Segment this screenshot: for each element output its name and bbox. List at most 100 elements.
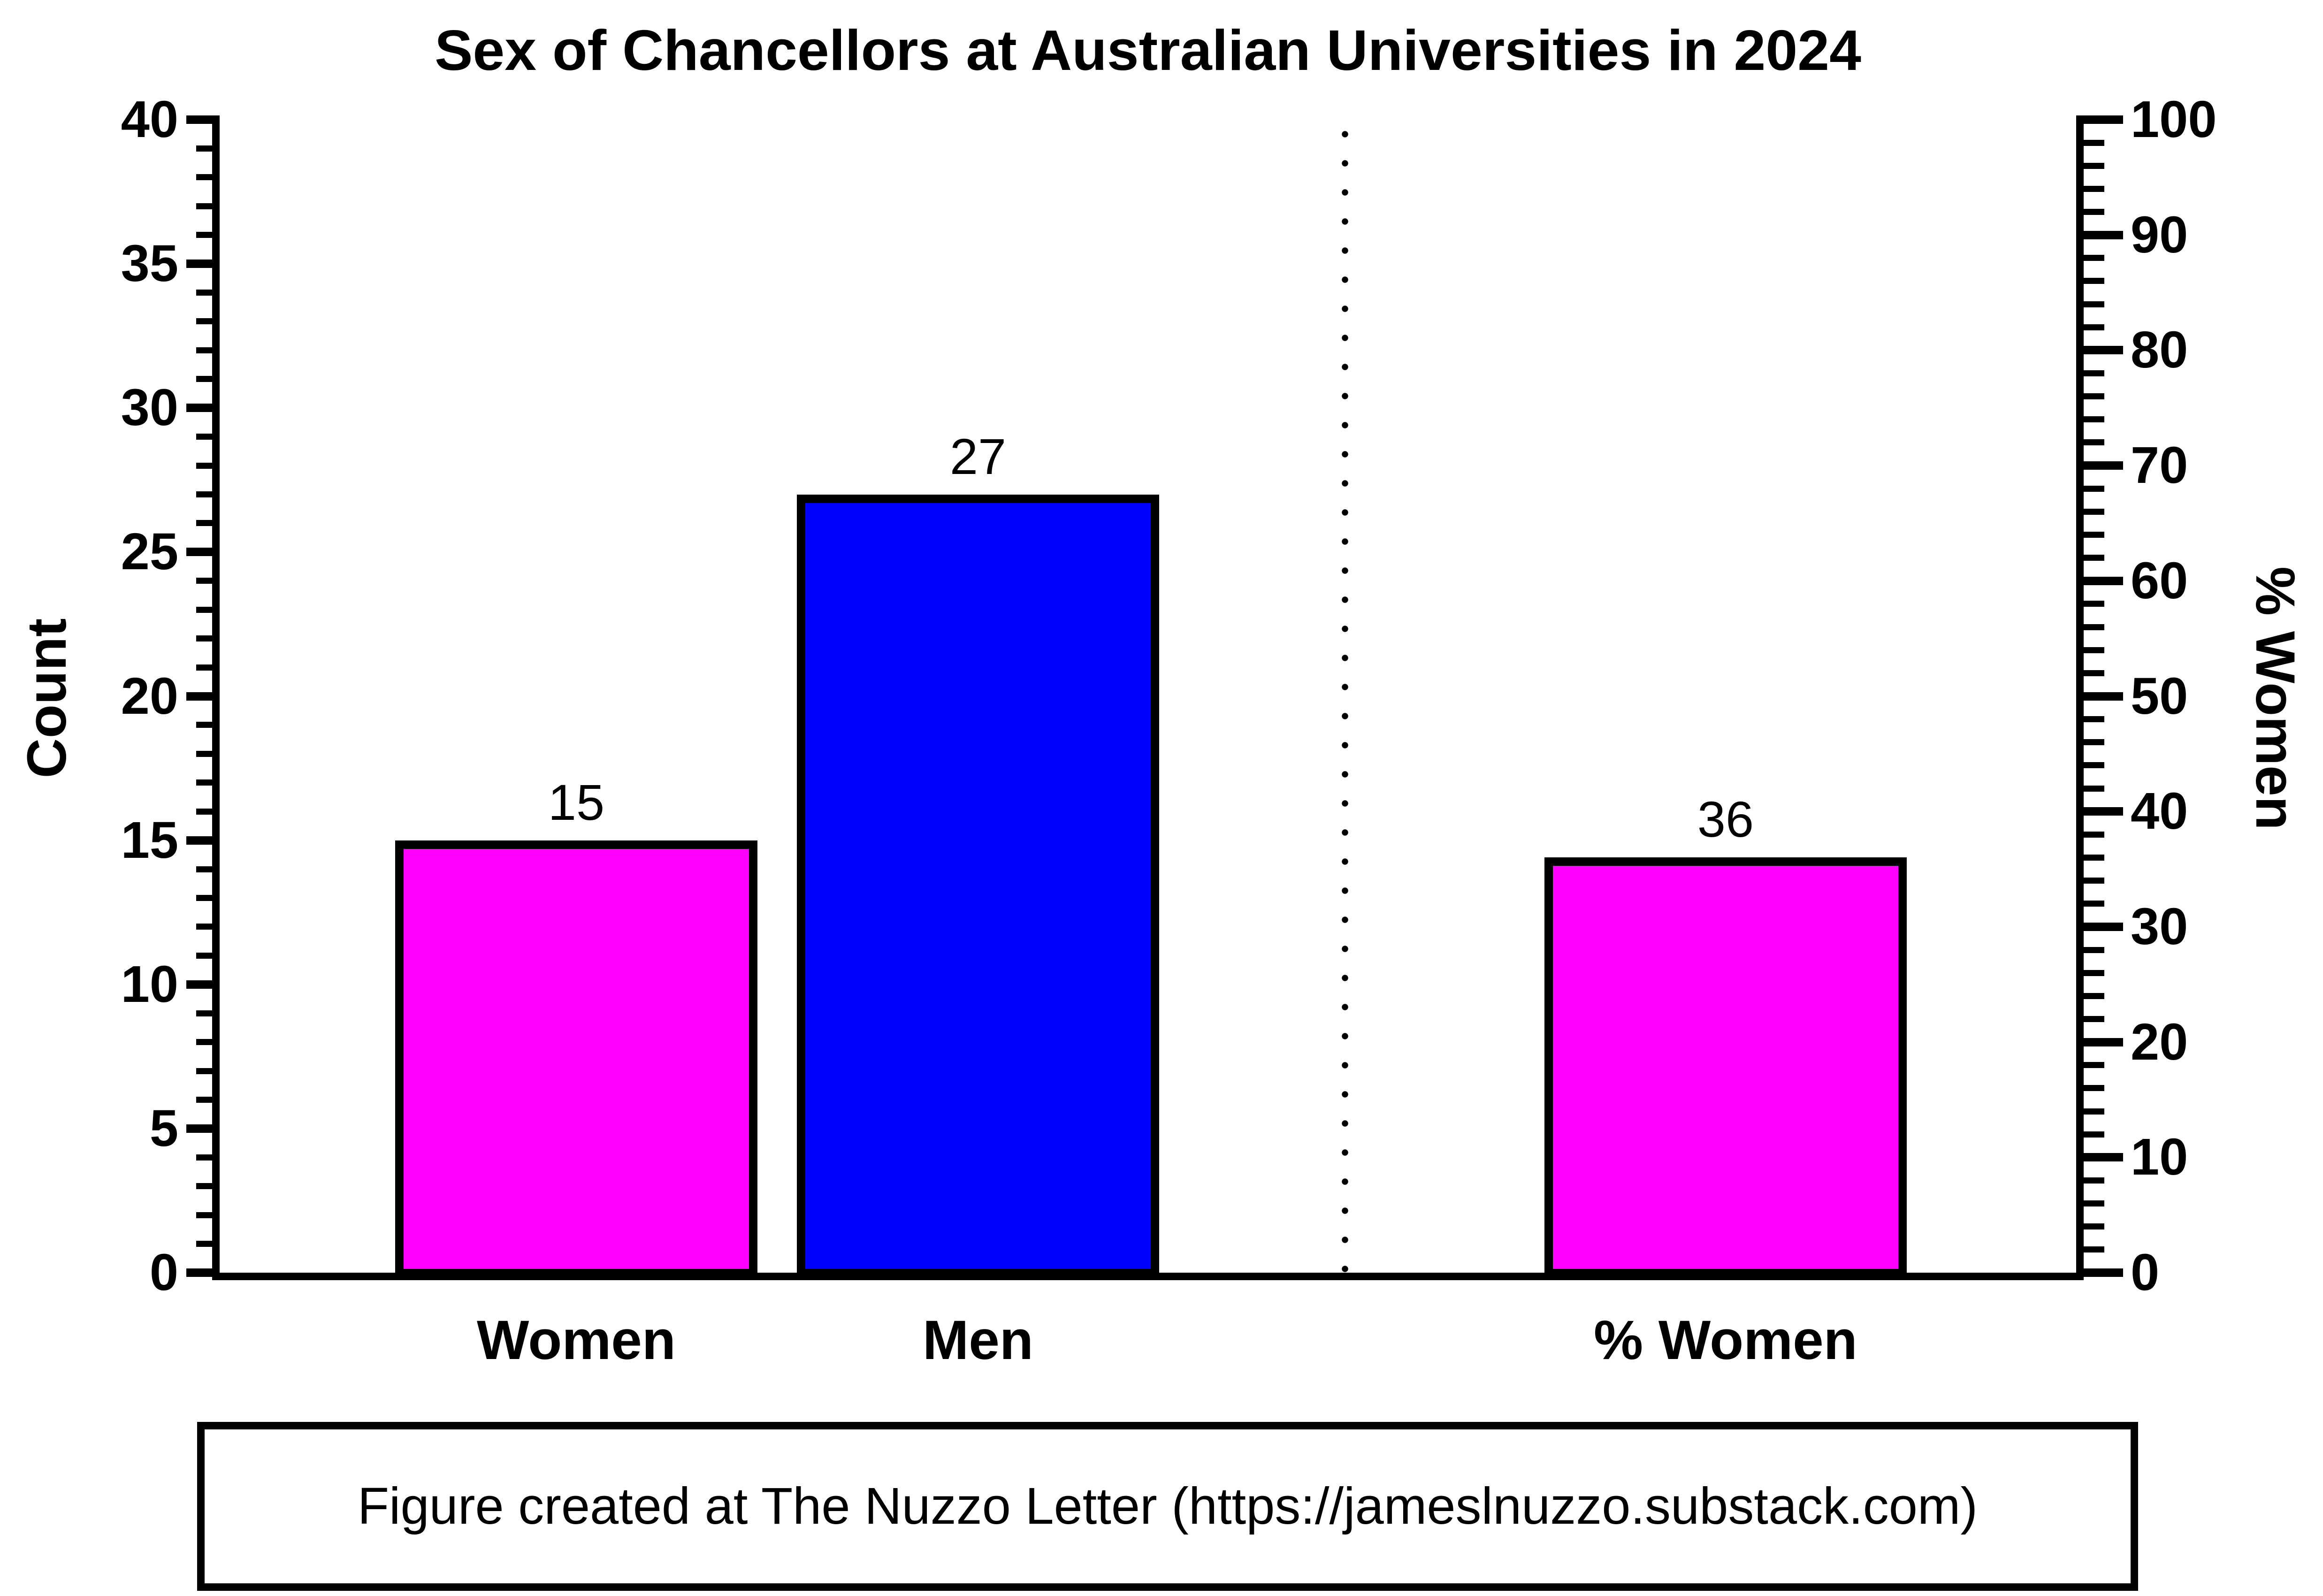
right-axis-tick-label: 80 (2131, 321, 2188, 379)
right-axis-minor-tick (2084, 439, 2104, 446)
right-axis-minor-tick (2084, 854, 2104, 861)
right-axis-minor-tick (2084, 370, 2104, 377)
right-axis-minor-tick (2084, 278, 2104, 284)
right-axis-tick-label: 10 (2131, 1128, 2188, 1186)
right-axis-minor-tick (2084, 301, 2104, 307)
right-axis-minor-tick (2084, 1246, 2104, 1253)
right-axis-major-tick (2084, 1038, 2123, 1046)
right-axis-minor-tick (2084, 901, 2104, 907)
left-axis-major-tick (186, 1124, 212, 1133)
right-axis-minor-tick (2084, 508, 2104, 515)
left-axis-minor-tick (196, 635, 212, 642)
left-axis-minor-tick (196, 203, 212, 209)
left-axis-major-tick (186, 404, 212, 412)
left-axis-minor-tick (196, 174, 212, 181)
left-axis-minor-tick (196, 606, 212, 613)
right-axis-tick-label: 40 (2131, 782, 2188, 840)
left-axis-tick-label: 20 (121, 667, 178, 725)
right-axis-major-tick (2084, 1153, 2123, 1162)
right-axis-minor-tick (2084, 393, 2104, 400)
left-axis-minor-tick (196, 347, 212, 353)
separator-dotted-line (1342, 120, 1348, 1273)
left-axis-minor-tick (196, 1010, 212, 1016)
left-axis-major-tick (186, 836, 212, 845)
left-axis-minor-tick (196, 491, 212, 498)
left-axis-major-tick (186, 260, 212, 268)
right-axis-minor-tick (2084, 993, 2104, 999)
right-axis-minor-tick (2084, 1085, 2104, 1092)
right-axis-minor-tick (2084, 532, 2104, 538)
right-axis-tick-label: 50 (2131, 667, 2188, 725)
left-axis-minor-tick (196, 145, 212, 152)
left-axis-minor-tick (196, 808, 212, 815)
right-axis-minor-tick (2084, 162, 2104, 169)
right-axis-major-tick (2084, 692, 2123, 701)
left-axis-major-tick (186, 1268, 212, 1277)
right-axis-major-tick (2084, 1268, 2123, 1277)
right-axis-tick-label: 60 (2131, 551, 2188, 610)
right-axis-minor-tick (2084, 1223, 2104, 1230)
right-axis-minor-tick (2084, 485, 2104, 492)
right-axis-minor-tick (2084, 555, 2104, 561)
left-axis-minor-tick (196, 462, 212, 469)
left-axis-tick-label: 25 (121, 523, 178, 581)
left-axis-tick-label: 15 (121, 811, 178, 869)
right-axis-minor-tick (2084, 255, 2104, 261)
right-axis-minor-tick (2084, 831, 2104, 838)
right-axis-minor-tick (2084, 762, 2104, 769)
right-axis-minor-tick (2084, 416, 2104, 423)
left-axis-minor-tick (196, 1154, 212, 1161)
left-axis-spine (212, 115, 220, 1280)
right-axis-tick-label: 100 (2131, 91, 2217, 148)
right-axis-minor-tick (2084, 185, 2104, 192)
left-axis-minor-tick (196, 952, 212, 959)
right-axis-minor-tick (2084, 970, 2104, 976)
footer-text: Figure created at The Nuzzo Letter (http… (357, 1477, 1978, 1535)
right-axis-minor-tick (2084, 324, 2104, 330)
right-axis-minor-tick (2084, 139, 2104, 146)
right-axis-major-tick (2084, 922, 2123, 931)
right-axis-major-tick (2084, 346, 2123, 355)
left-axis-major-tick (186, 548, 212, 557)
left-axis-minor-tick (196, 750, 212, 757)
left-axis-major-tick (186, 115, 212, 124)
left-axis-minor-tick (196, 318, 212, 325)
left-axis-minor-tick (196, 779, 212, 786)
left-axis-minor-tick (196, 1096, 212, 1103)
right-axis-tick-label: 0 (2131, 1244, 2160, 1301)
right-axis-major-tick (2084, 230, 2123, 239)
bar-women (1544, 857, 1907, 1277)
right-axis-minor-tick (2084, 1131, 2104, 1138)
left-axis-minor-tick (196, 376, 212, 382)
right-axis-major-tick (2084, 807, 2123, 816)
right-axis-minor-tick (2084, 1177, 2104, 1184)
right-axis-minor-tick (2084, 878, 2104, 884)
right-axis-minor-tick (2084, 785, 2104, 792)
right-axis-minor-tick (2084, 947, 2104, 953)
category-label-women: % Women (1594, 1309, 1857, 1371)
left-axis-major-tick (186, 980, 212, 989)
left-axis-minor-tick (196, 722, 212, 728)
right-axis-minor-tick (2084, 1108, 2104, 1115)
left-axis-minor-tick (196, 578, 212, 584)
bar-value-label-men: 27 (949, 428, 1007, 485)
x-axis-line (212, 1273, 2084, 1280)
left-axis-tick-label: 0 (149, 1244, 178, 1301)
right-axis-spine (2076, 115, 2084, 1280)
right-axis-major-tick (2084, 576, 2123, 585)
right-axis-tick-label: 30 (2131, 897, 2188, 955)
right-axis-minor-tick (2084, 1200, 2104, 1207)
right-axis-tick-label: 20 (2131, 1013, 2188, 1071)
bar-value-label-women: 15 (548, 773, 605, 831)
right-axis-minor-tick (2084, 1062, 2104, 1069)
category-label-men: Men (923, 1309, 1033, 1371)
right-axis-minor-tick (2084, 716, 2104, 723)
bar-value-label-women: 36 (1697, 791, 1754, 848)
right-axis-minor-tick (2084, 647, 2104, 653)
left-axis-minor-tick (196, 894, 212, 901)
right-axis-minor-tick (2084, 1016, 2104, 1022)
right-axis-tick-label: 90 (2131, 206, 2188, 264)
right-axis-major-tick (2084, 115, 2123, 124)
left-axis-minor-tick (196, 664, 212, 671)
